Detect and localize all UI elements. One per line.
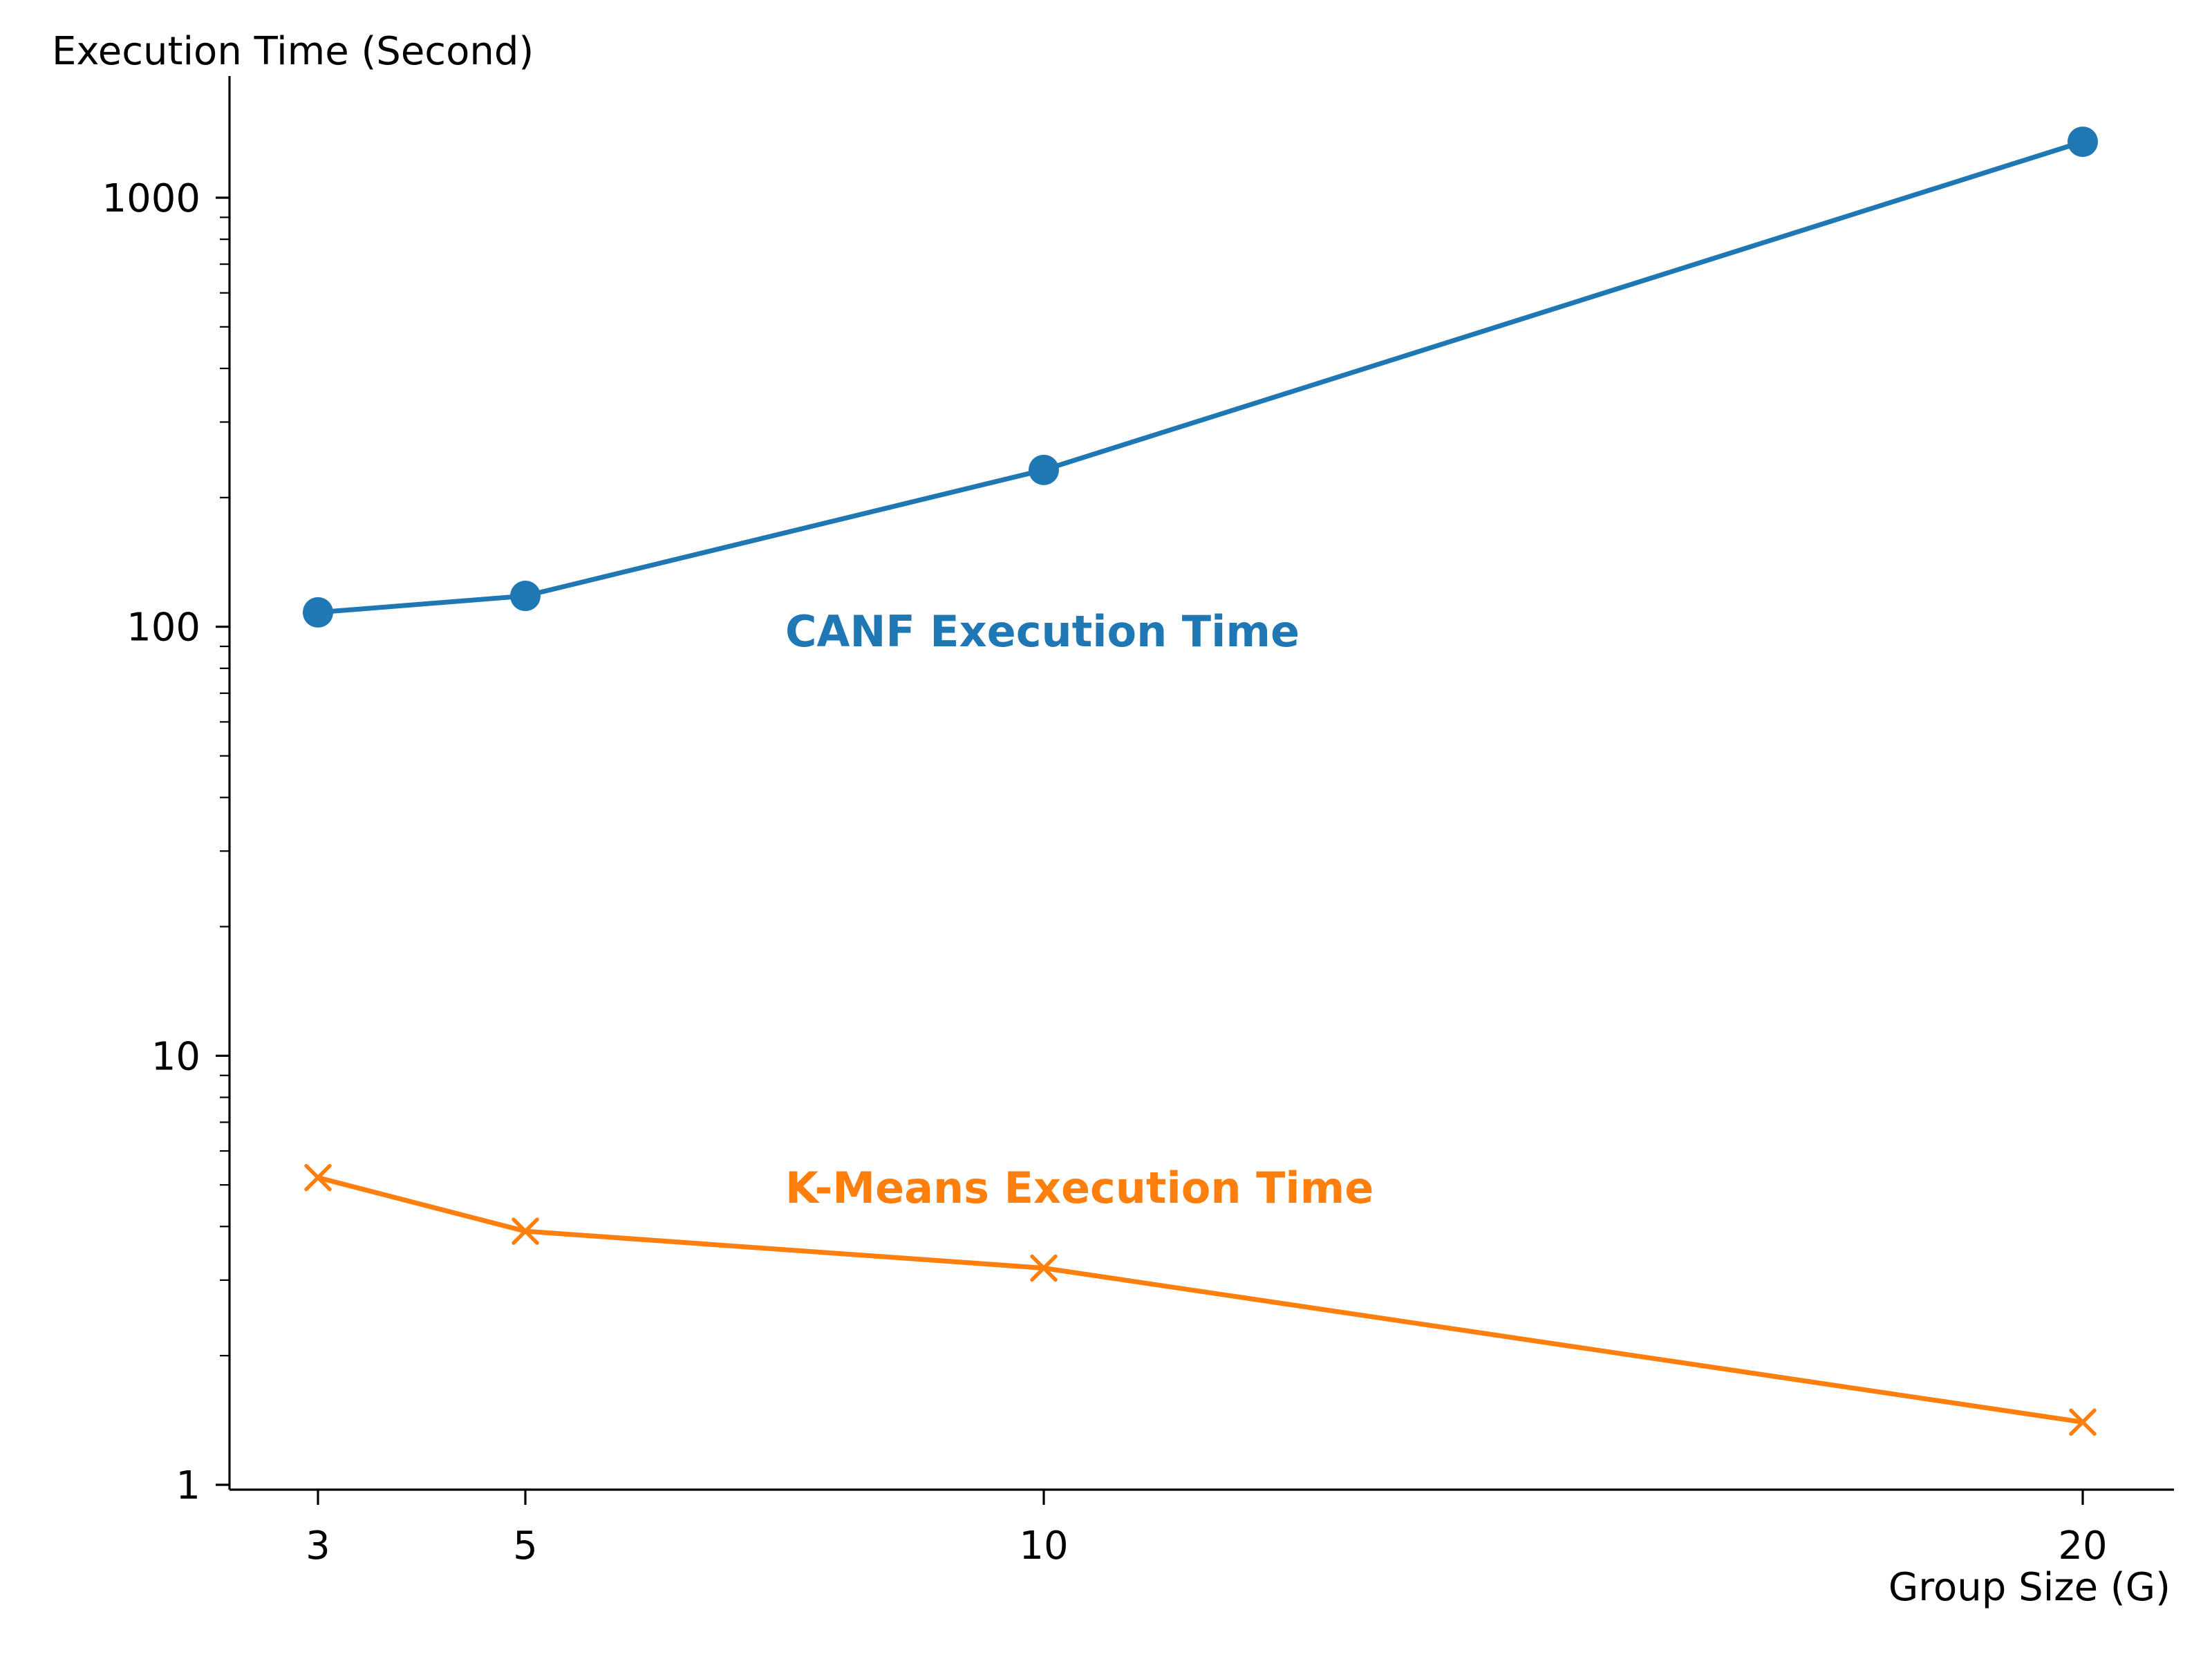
data-point-marker	[303, 597, 333, 628]
data-point-marker	[510, 581, 541, 612]
y-tick-label: 1000	[102, 176, 200, 221]
data-point-marker	[1030, 1254, 1058, 1282]
data-point-marker	[512, 1217, 539, 1245]
series-line-kmeans	[315, 1175, 2086, 1425]
x-tick-label: 5	[513, 1524, 538, 1568]
data-point-marker	[304, 1163, 332, 1192]
y-minor-ticks	[220, 216, 229, 1357]
x-marker-stroke	[1030, 1254, 1058, 1282]
y-ticks: 1 10 100 1000	[102, 176, 229, 1508]
y-tick-label: 1	[176, 1463, 200, 1508]
y-tick-label: 10	[151, 1034, 200, 1079]
x-marker-stroke	[2069, 1408, 2097, 1436]
y-axis-title: Execution Time (Second)	[52, 29, 534, 74]
data-point-marker	[1029, 454, 1059, 485]
x-tick-label: 3	[306, 1524, 330, 1568]
x-axis-title: Group Size (G)	[1888, 1565, 2171, 1610]
x-tick-label: 20	[2058, 1524, 2107, 1568]
series-lines	[315, 139, 2086, 1425]
y-tick-label: 100	[126, 606, 200, 650]
x-marker-stroke	[304, 1163, 332, 1192]
x-ticks: 3 5 10 20	[306, 1490, 2108, 1568]
series-label-kmeans: K-Means Execution Time	[785, 1163, 1374, 1213]
data-point-marker	[2068, 126, 2098, 158]
series-markers	[303, 126, 2098, 1436]
x-marker-stroke	[512, 1217, 539, 1245]
series-line-canf	[315, 139, 2086, 615]
axes	[228, 76, 2174, 1491]
x-tick-label: 10	[1019, 1524, 1068, 1568]
series-label-canf: CANF Execution Time	[785, 606, 1300, 657]
data-point-marker	[2069, 1408, 2097, 1436]
